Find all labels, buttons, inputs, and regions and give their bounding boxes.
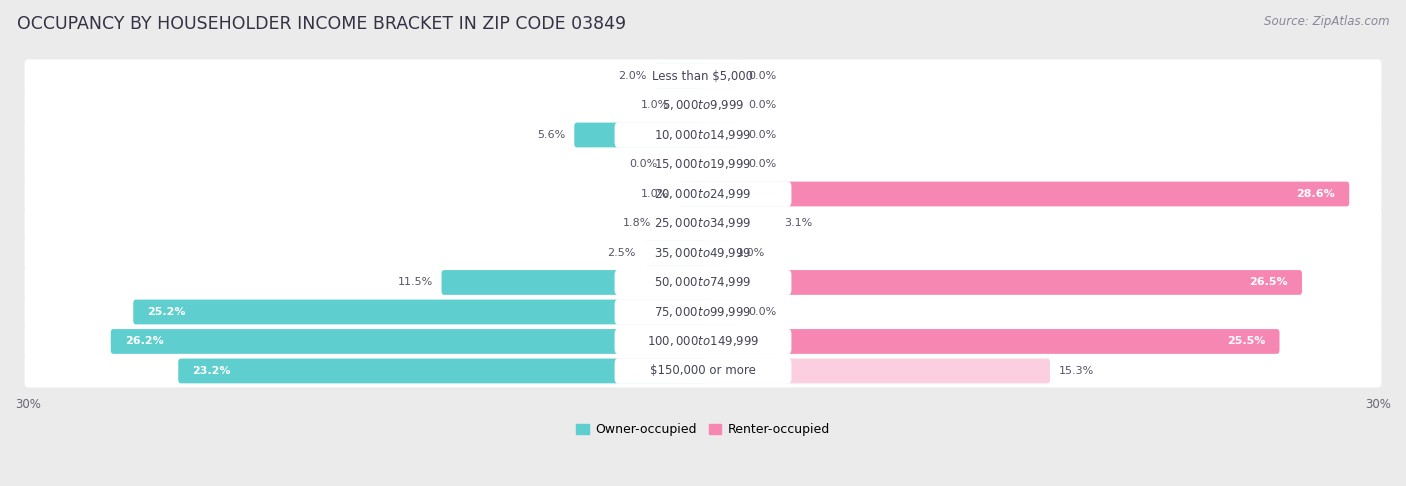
FancyBboxPatch shape [678,93,706,118]
FancyBboxPatch shape [700,241,728,265]
FancyBboxPatch shape [700,329,1279,354]
Text: 0.0%: 0.0% [630,159,658,170]
FancyBboxPatch shape [24,207,1382,240]
FancyBboxPatch shape [700,270,1302,295]
Text: 0.0%: 0.0% [748,307,776,317]
Text: $25,000 to $34,999: $25,000 to $34,999 [654,216,752,230]
FancyBboxPatch shape [700,152,740,177]
FancyBboxPatch shape [614,240,792,266]
FancyBboxPatch shape [700,299,740,324]
FancyBboxPatch shape [24,59,1382,92]
FancyBboxPatch shape [614,329,792,354]
Text: $5,000 to $9,999: $5,000 to $9,999 [662,99,744,112]
FancyBboxPatch shape [614,93,792,118]
FancyBboxPatch shape [24,354,1382,387]
Text: 1.0%: 1.0% [737,248,765,258]
FancyBboxPatch shape [666,152,706,177]
FancyBboxPatch shape [24,295,1382,329]
Text: 25.5%: 25.5% [1227,336,1265,347]
Text: 25.2%: 25.2% [148,307,186,317]
Text: 2.5%: 2.5% [607,248,636,258]
Text: 15.3%: 15.3% [1059,366,1094,376]
Text: 26.5%: 26.5% [1250,278,1288,287]
Text: 5.6%: 5.6% [537,130,565,140]
FancyBboxPatch shape [659,211,706,236]
FancyBboxPatch shape [441,270,706,295]
FancyBboxPatch shape [614,270,792,295]
FancyBboxPatch shape [24,119,1382,152]
FancyBboxPatch shape [700,211,776,236]
FancyBboxPatch shape [111,329,706,354]
Text: 0.0%: 0.0% [748,159,776,170]
Text: $50,000 to $74,999: $50,000 to $74,999 [654,276,752,290]
FancyBboxPatch shape [678,182,706,207]
FancyBboxPatch shape [24,325,1382,358]
FancyBboxPatch shape [614,63,792,89]
Text: OCCUPANCY BY HOUSEHOLDER INCOME BRACKET IN ZIP CODE 03849: OCCUPANCY BY HOUSEHOLDER INCOME BRACKET … [17,15,626,33]
Text: $150,000 or more: $150,000 or more [650,364,756,378]
FancyBboxPatch shape [24,237,1382,270]
FancyBboxPatch shape [614,299,792,325]
Text: 1.0%: 1.0% [641,189,669,199]
FancyBboxPatch shape [134,299,706,324]
Text: $35,000 to $49,999: $35,000 to $49,999 [654,246,752,260]
Text: 1.0%: 1.0% [641,101,669,110]
FancyBboxPatch shape [700,359,1050,383]
Text: 0.0%: 0.0% [748,130,776,140]
Text: 28.6%: 28.6% [1296,189,1336,199]
FancyBboxPatch shape [24,89,1382,122]
Text: 26.2%: 26.2% [125,336,163,347]
FancyBboxPatch shape [644,241,706,265]
FancyBboxPatch shape [24,148,1382,181]
Text: $15,000 to $19,999: $15,000 to $19,999 [654,157,752,172]
Legend: Owner-occupied, Renter-occupied: Owner-occupied, Renter-occupied [571,418,835,441]
FancyBboxPatch shape [24,177,1382,210]
Text: 23.2%: 23.2% [193,366,231,376]
Text: $100,000 to $149,999: $100,000 to $149,999 [647,334,759,348]
Text: 2.0%: 2.0% [619,71,647,81]
FancyBboxPatch shape [700,182,1350,207]
Text: Less than $5,000: Less than $5,000 [652,69,754,83]
FancyBboxPatch shape [24,266,1382,299]
FancyBboxPatch shape [614,358,792,384]
FancyBboxPatch shape [614,152,792,177]
Text: $20,000 to $24,999: $20,000 to $24,999 [654,187,752,201]
Text: 3.1%: 3.1% [785,219,813,228]
FancyBboxPatch shape [614,210,792,236]
FancyBboxPatch shape [700,64,740,88]
FancyBboxPatch shape [700,93,740,118]
Text: 0.0%: 0.0% [748,71,776,81]
Text: 1.8%: 1.8% [623,219,651,228]
FancyBboxPatch shape [179,359,706,383]
FancyBboxPatch shape [655,64,706,88]
FancyBboxPatch shape [614,181,792,207]
Text: $10,000 to $14,999: $10,000 to $14,999 [654,128,752,142]
Text: Source: ZipAtlas.com: Source: ZipAtlas.com [1264,15,1389,28]
FancyBboxPatch shape [700,122,740,147]
Text: 11.5%: 11.5% [398,278,433,287]
FancyBboxPatch shape [574,122,706,147]
FancyBboxPatch shape [614,122,792,148]
Text: 0.0%: 0.0% [748,101,776,110]
Text: $75,000 to $99,999: $75,000 to $99,999 [654,305,752,319]
